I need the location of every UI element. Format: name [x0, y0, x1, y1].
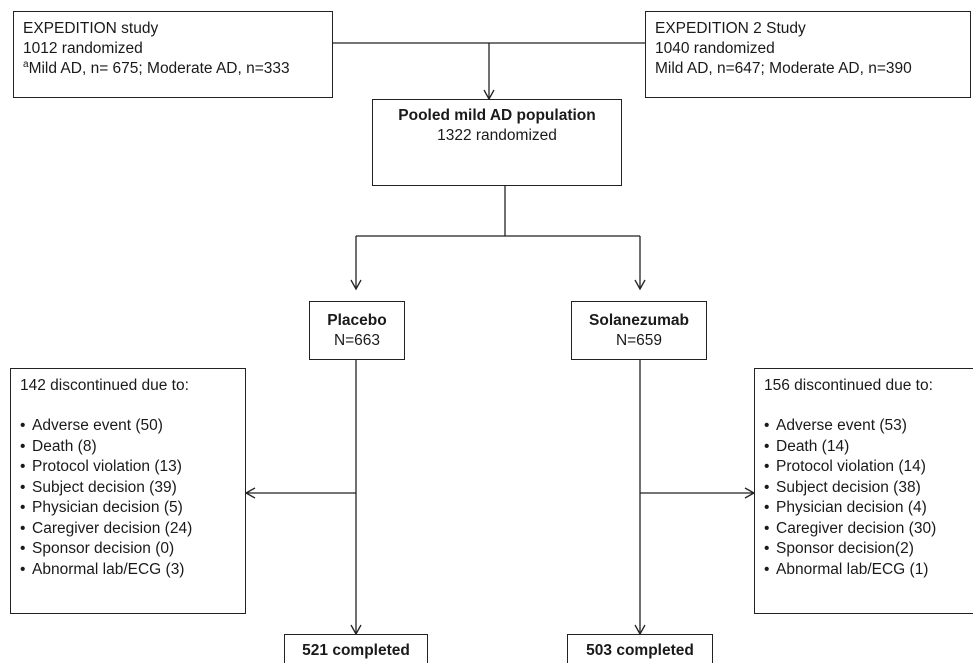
list-item: Caregiver decision (24): [20, 519, 245, 540]
list-item: Abnormal lab/ECG (1): [764, 560, 973, 581]
solanezumab-box: Solanezumab N=659: [571, 301, 707, 360]
solanezumab-discontinued-box: 156 discontinued due to: Adverse event (…: [754, 368, 973, 614]
expedition-2-study-box: EXPEDITION 2 Study 1040 randomized Mild …: [645, 11, 971, 98]
placebo-discontinued-box: 142 discontinued due to: Adverse event (…: [10, 368, 246, 614]
list-item: Subject decision (38): [764, 478, 973, 499]
expedition-study-box: EXPEDITION study 1012 randomized aMild A…: [13, 11, 333, 98]
study1-breakdown-line: aMild AD, n= 675; Moderate AD, n=333: [23, 59, 332, 79]
list-item: Death (8): [20, 437, 245, 458]
list-item: Protocol violation (14): [764, 457, 973, 478]
list-item: Subject decision (39): [20, 478, 245, 499]
placebo-n: N=663: [333, 332, 381, 349]
solanezumab-discontinued-header: 156 discontinued due to:: [764, 377, 933, 394]
pooled-title: Pooled mild AD population: [398, 107, 596, 124]
list-item: Death (14): [764, 437, 973, 458]
list-item: Physician decision (4): [764, 498, 973, 519]
placebo-completed-box: 521 completed: [284, 634, 428, 663]
study2-breakdown: Mild AD, n=647; Moderate AD, n=390: [655, 60, 912, 77]
list-item: Abnormal lab/ECG (3): [20, 560, 245, 581]
solanezumab-n: N=659: [615, 332, 663, 349]
study1-randomized: 1012 randomized: [23, 40, 143, 57]
placebo-completed: 521 completed: [302, 642, 410, 659]
placebo-discontinued-header: 142 discontinued due to:: [20, 377, 189, 394]
placebo-discontinued-reasons: Adverse event (50) Death (8) Protocol vi…: [20, 416, 245, 580]
list-item: Caregiver decision (30): [764, 519, 973, 540]
study2-title: EXPEDITION 2 Study: [655, 20, 806, 37]
list-item: Adverse event (50): [20, 416, 245, 437]
list-item: Sponsor decision(2): [764, 539, 973, 560]
study2-randomized: 1040 randomized: [655, 40, 775, 57]
solanezumab-completed: 503 completed: [586, 642, 694, 659]
study1-footnote-mark: a: [23, 58, 29, 70]
solanezumab-discontinued-reasons: Adverse event (53) Death (14) Protocol v…: [764, 416, 973, 580]
list-item: Adverse event (53): [764, 416, 973, 437]
placebo-title: Placebo: [327, 312, 387, 329]
pooled-population-box: Pooled mild AD population 1322 randomize…: [372, 99, 622, 186]
list-item: Sponsor decision (0): [20, 539, 245, 560]
study1-breakdown: Mild AD, n= 675; Moderate AD, n=333: [28, 60, 290, 77]
list-item: Protocol violation (13): [20, 457, 245, 478]
study1-title: EXPEDITION study: [23, 20, 159, 37]
solanezumab-title: Solanezumab: [589, 312, 689, 329]
pooled-randomized: 1322 randomized: [437, 127, 557, 144]
solanezumab-completed-box: 503 completed: [567, 634, 713, 663]
list-item: Physician decision (5): [20, 498, 245, 519]
placebo-box: Placebo N=663: [309, 301, 405, 360]
